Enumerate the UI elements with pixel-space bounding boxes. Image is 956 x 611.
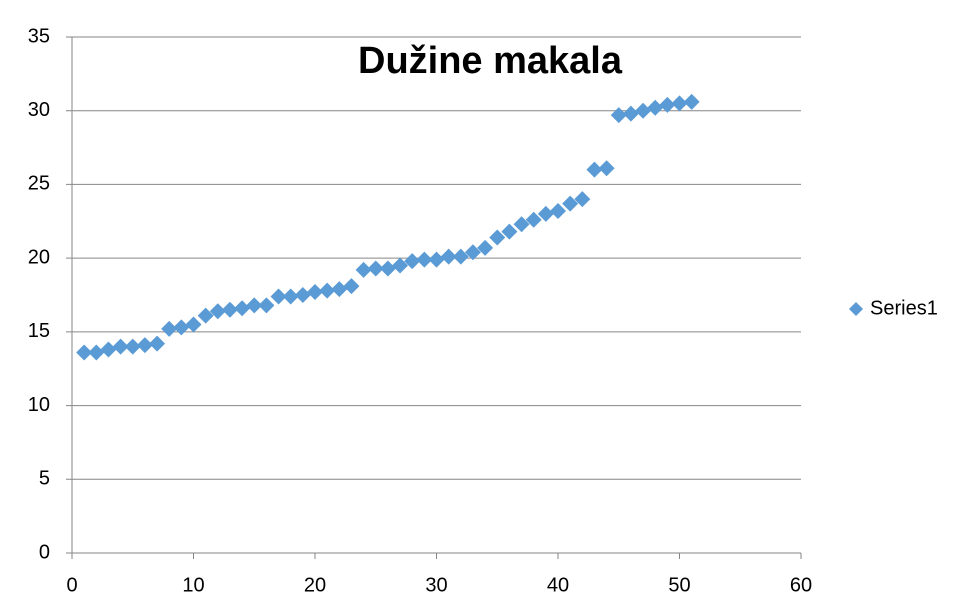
point	[501, 223, 518, 240]
point	[76, 344, 93, 361]
point	[209, 303, 226, 320]
point	[562, 195, 579, 212]
y-tick-label: 25	[28, 173, 50, 195]
y-tick-label: 20	[28, 246, 50, 268]
point	[331, 281, 348, 298]
point	[477, 239, 494, 256]
point	[258, 297, 275, 314]
y-tick-label: 0	[39, 541, 50, 563]
point	[270, 288, 287, 305]
point	[343, 278, 360, 295]
y-tick-label: 15	[28, 320, 50, 342]
point	[355, 261, 372, 278]
point	[367, 260, 384, 277]
legend-marker	[849, 302, 863, 316]
point	[307, 284, 323, 301]
point	[671, 95, 688, 112]
point	[489, 229, 506, 246]
point	[161, 320, 178, 337]
point	[173, 319, 190, 336]
legend-label: Series1	[870, 297, 938, 319]
point	[428, 251, 445, 268]
point	[88, 344, 105, 361]
point	[610, 107, 627, 124]
point	[464, 244, 481, 261]
x-tick-label: 30	[425, 574, 447, 596]
point	[537, 205, 554, 222]
point	[234, 300, 251, 317]
x-tick-label: 50	[668, 574, 690, 596]
point	[683, 93, 700, 110]
point	[416, 251, 433, 268]
chart-title: Dužine makala	[358, 40, 623, 82]
y-tick-label: 35	[28, 25, 50, 47]
point	[440, 248, 457, 265]
x-tick-label: 60	[790, 574, 812, 596]
x-tick-label: 20	[304, 574, 326, 596]
y-tick-label: 30	[28, 99, 50, 121]
point	[319, 282, 336, 299]
point	[136, 337, 153, 354]
point	[124, 338, 141, 355]
y-tick-label: 10	[28, 394, 50, 416]
point	[622, 105, 639, 122]
point	[246, 297, 263, 314]
point	[149, 335, 166, 352]
point	[294, 287, 311, 303]
point	[282, 288, 299, 305]
point	[635, 102, 652, 119]
point	[513, 216, 530, 233]
x-tick-label: 40	[547, 574, 569, 596]
point	[452, 248, 469, 265]
point	[404, 253, 421, 270]
point	[598, 160, 615, 177]
point	[392, 257, 409, 274]
point	[379, 260, 396, 277]
point	[185, 316, 202, 333]
x-tick-label: 10	[182, 574, 204, 596]
point	[586, 161, 603, 178]
point	[197, 307, 214, 324]
point	[112, 338, 129, 355]
x-tick-label: 0	[66, 574, 77, 596]
point	[550, 202, 566, 219]
point	[659, 96, 676, 113]
point	[100, 341, 117, 358]
point	[221, 301, 238, 318]
point	[525, 211, 542, 228]
y-tick-label: 5	[39, 468, 50, 490]
point	[574, 191, 591, 208]
point	[647, 99, 664, 116]
